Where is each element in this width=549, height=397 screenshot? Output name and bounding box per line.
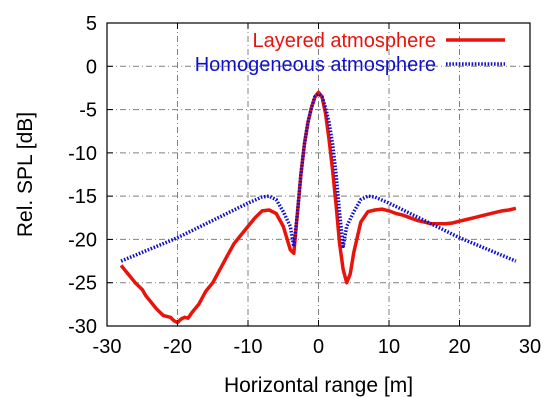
y-tick-label: -30 — [68, 316, 97, 338]
x-axis-label: Horizontal range [m] — [224, 374, 413, 397]
y-tick-label: -20 — [68, 229, 97, 251]
x-tick-label: 0 — [313, 336, 324, 358]
y-axis-label: Rel. SPL [dB] — [14, 112, 37, 237]
series-layer — [119, 90, 517, 325]
legend-label: Homogeneous atmosphere — [195, 54, 436, 76]
legend-label: Layered atmosphere — [253, 30, 436, 52]
x-tick-label: 20 — [448, 336, 470, 358]
x-tick-label: -10 — [234, 336, 263, 358]
y-tick-label: -10 — [68, 143, 97, 165]
y-tick-label: -15 — [68, 186, 97, 208]
grid-layer — [107, 23, 530, 326]
y-tick-label: -25 — [68, 273, 97, 295]
tick-layer: -30 -20 -10 0 10 20 30 5 0 -5 -10 -15 -20 -25 -30 — [68, 13, 541, 358]
x-tick-label: 30 — [519, 336, 541, 358]
y-tick-label: 5 — [86, 13, 97, 35]
y-tick-label: 0 — [86, 56, 97, 78]
x-tick-label: -30 — [93, 336, 122, 358]
y-tick-label: -5 — [79, 100, 97, 122]
series-line-homogeneous — [120, 92, 517, 263]
x-tick-label: 10 — [378, 336, 400, 358]
x-tick-label: -20 — [163, 336, 192, 358]
